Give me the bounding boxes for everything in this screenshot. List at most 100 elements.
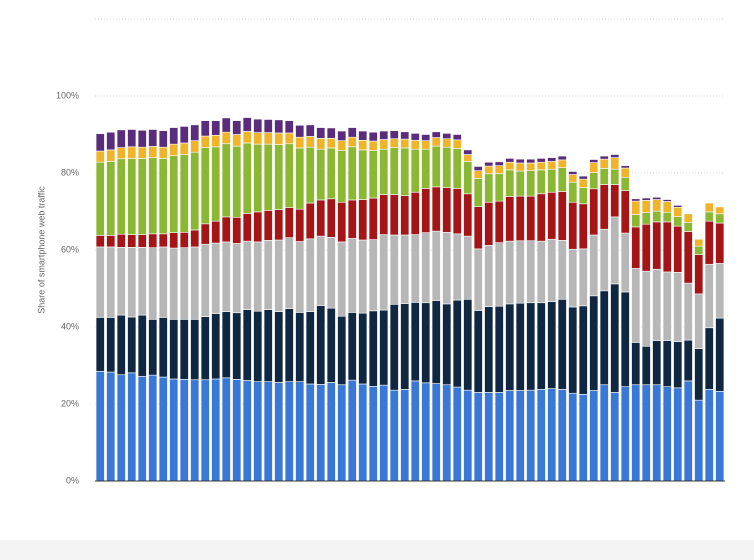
bar-segment: [410, 191, 420, 235]
bar-segment: [295, 312, 305, 382]
bar-segment: [295, 381, 305, 482]
bar-segment: [662, 199, 672, 202]
bar-segment: [473, 170, 483, 179]
bar-segment: [704, 389, 714, 482]
bar-segment: [190, 318, 200, 381]
bar-segment: [557, 159, 567, 168]
bar-segment: [137, 129, 147, 148]
bar-segment: [106, 235, 116, 248]
bar-segment: [326, 147, 336, 200]
bar-segment: [400, 147, 410, 197]
bar-segment: [379, 194, 389, 235]
bar-segment: [305, 146, 315, 204]
bar-segment: [316, 235, 326, 306]
bar-segment: [127, 247, 137, 318]
bar-segment: [116, 314, 126, 376]
bar-segment: [232, 145, 242, 218]
bar-segment: [337, 201, 347, 243]
bar-segment: [95, 133, 105, 152]
bar-segment: [505, 390, 515, 482]
bar-segment: [158, 158, 168, 235]
bar-segment: [662, 386, 672, 482]
bar-segment: [127, 158, 137, 235]
bar-segment: [536, 193, 546, 242]
bar-segment: [505, 158, 515, 163]
bar-segment: [694, 348, 704, 401]
bar-segment: [515, 170, 525, 197]
bar-segment: [400, 131, 410, 140]
bar-segment: [379, 130, 389, 140]
bar-segment: [484, 201, 494, 246]
bar-segment: [358, 239, 368, 314]
bar-segment: [494, 305, 504, 393]
bar-segment: [190, 124, 200, 141]
bar-segment: [106, 161, 116, 236]
bar-segment: [631, 200, 641, 215]
bar-segment: [211, 220, 221, 244]
bar-segment: [568, 392, 578, 482]
bar-segment: [694, 245, 704, 255]
bar-segment: [211, 313, 221, 380]
bar-segment: [337, 384, 347, 482]
bar-segment: [652, 340, 662, 386]
bar-segment: [284, 207, 294, 238]
bar-segment: [442, 133, 452, 140]
bar-segment: [683, 231, 693, 284]
bar-segment: [515, 158, 525, 164]
bar-segment: [704, 263, 714, 329]
bar-segment: [547, 157, 557, 162]
bar-segment: [526, 162, 536, 171]
bar-segment: [442, 146, 452, 188]
bar-segment: [211, 242, 221, 314]
bar-segment: [347, 238, 357, 313]
bar-segment: [715, 390, 725, 482]
bar-segment: [316, 199, 326, 237]
bar-segment: [599, 155, 609, 160]
bar-segment: [484, 173, 494, 203]
bar-segment: [431, 230, 441, 301]
bar-segment: [358, 383, 368, 482]
bar-segment: [347, 379, 357, 482]
bar-segment: [473, 248, 483, 311]
bar-segment: [200, 147, 210, 225]
bar-segment: [305, 311, 315, 385]
bar-segment: [95, 150, 105, 163]
bar-segment: [473, 178, 483, 207]
bar-segment: [431, 300, 441, 384]
bar-segment: [305, 202, 315, 240]
bar-segment: [274, 119, 284, 134]
bar-segment: [662, 221, 672, 273]
bar-segment: [169, 318, 179, 380]
bar-segment: [610, 168, 620, 185]
bar-segment: [578, 248, 588, 307]
bar-segment: [515, 162, 525, 172]
bar-segment: [337, 149, 347, 203]
bar-segment: [316, 305, 326, 385]
bar-segment: [620, 167, 630, 178]
bar-segment: [337, 140, 347, 151]
bar-segment: [389, 389, 399, 482]
bar-segment: [599, 168, 609, 185]
bar-segment: [137, 314, 147, 377]
bar-segment: [484, 306, 494, 393]
bar-segment: [568, 306, 578, 394]
bar-segment: [274, 382, 284, 482]
bar-segment: [589, 295, 599, 391]
bar-segment: [127, 316, 137, 374]
bar-segment: [221, 143, 231, 218]
bar-segment: [106, 131, 116, 151]
bar-segment: [379, 148, 389, 195]
bar-segment: [200, 316, 210, 381]
bar-segment: [368, 140, 378, 151]
bar-segment: [337, 241, 347, 317]
bar-segment: [274, 132, 284, 145]
bar-segment: [652, 210, 662, 223]
bar-segment: [179, 142, 189, 155]
bar-segment: [106, 246, 116, 318]
bar-segment: [326, 236, 336, 309]
bar-segment: [358, 130, 368, 141]
bar-segment: [578, 178, 588, 188]
bar-segment: [179, 231, 189, 248]
bar-segment: [557, 240, 567, 300]
bar-segment: [232, 216, 242, 244]
